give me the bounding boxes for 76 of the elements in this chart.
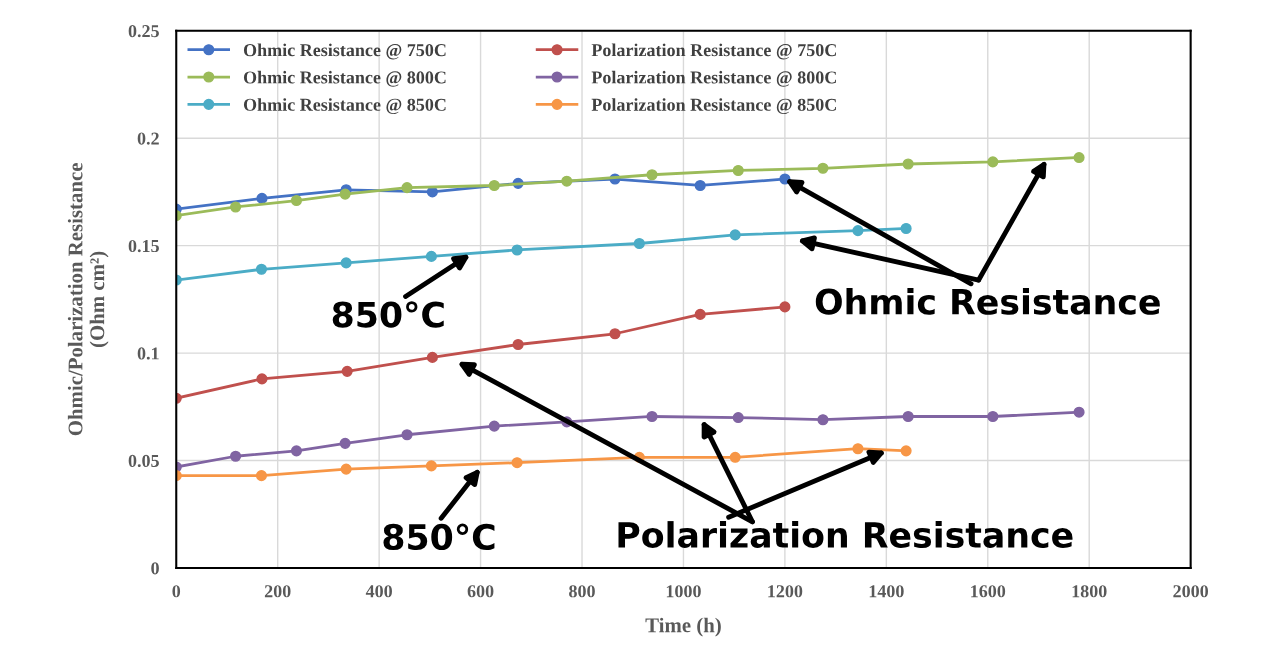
point — [512, 338, 524, 351]
annotation: 850°C — [332, 301, 444, 328]
point — [488, 179, 500, 192]
point — [561, 175, 573, 187]
point — [609, 328, 621, 340]
point — [511, 457, 523, 469]
point — [426, 351, 438, 363]
point — [340, 257, 352, 269]
point — [1073, 406, 1085, 418]
point — [729, 229, 741, 241]
x-tick-label: 2000 — [1173, 585, 1209, 598]
point — [646, 410, 658, 423]
x-tick-label: 800 — [569, 585, 595, 598]
point — [339, 437, 351, 449]
point — [646, 169, 658, 181]
point — [488, 420, 500, 432]
legend-label: Polarization Resistance @ 850C — [591, 98, 836, 115]
y-tick-label: 0.2 — [137, 132, 159, 145]
x-axis-title: Time (h) — [645, 617, 721, 637]
point — [230, 450, 242, 462]
y-tick-label: 0 — [151, 562, 159, 575]
x-tick-label: 1400 — [869, 585, 904, 598]
legend-label: Polarization Resistance @ 800C — [591, 70, 836, 87]
point — [256, 192, 268, 204]
point — [339, 188, 351, 200]
point — [401, 182, 413, 194]
point — [852, 225, 864, 237]
x-tick-label: 600 — [467, 585, 494, 598]
x-tick-label: 400 — [365, 585, 392, 598]
point — [779, 301, 791, 313]
y-tick-label: 0.1 — [137, 347, 159, 360]
legend-label: Polarization Resistance @ 750C — [591, 43, 836, 60]
point — [341, 365, 353, 377]
point — [987, 410, 999, 423]
point — [401, 429, 413, 441]
x-tick-label: 1200 — [768, 585, 803, 598]
x-tick-label: 1800 — [1072, 585, 1107, 598]
x-tick-label: 0 — [172, 585, 181, 598]
x-tick-label: 200 — [264, 585, 291, 598]
legend-label: Ohmic Resistance @ 850C — [243, 98, 446, 115]
point — [732, 412, 744, 424]
point — [230, 201, 242, 213]
point — [817, 162, 829, 174]
legend-label: Ohmic Resistance @ 750C — [243, 43, 446, 60]
point — [425, 460, 437, 472]
point — [852, 443, 864, 455]
annotation: Ohmic Resistance — [815, 287, 1160, 315]
point — [256, 373, 268, 385]
point — [290, 445, 303, 457]
y-axis-title: Ohmic/Polarization Resistance (Ohm cm²) — [67, 163, 109, 436]
point — [900, 222, 912, 235]
y-tick-label: 0.05 — [128, 454, 159, 468]
point — [694, 308, 706, 320]
point — [255, 470, 268, 482]
y-tick-label: 0.25 — [128, 25, 159, 38]
point — [694, 179, 706, 192]
point — [290, 194, 303, 207]
x-tick-label: 1600 — [971, 585, 1006, 598]
point — [732, 164, 744, 177]
annotation: 850°C — [383, 523, 495, 551]
point — [511, 244, 523, 256]
y-tick-label: 0.15 — [128, 239, 159, 253]
point — [902, 158, 914, 170]
point — [340, 463, 352, 475]
point — [817, 414, 829, 426]
point — [255, 263, 268, 275]
annotation: Polarization Resistance — [618, 521, 1073, 548]
x-tick-label: 1000 — [666, 585, 701, 598]
point — [425, 250, 437, 262]
point — [900, 445, 912, 457]
point — [987, 156, 999, 168]
point — [1073, 151, 1085, 164]
legend-label: Ohmic Resistance @ 800C — [243, 70, 446, 87]
point — [633, 237, 645, 250]
point — [729, 451, 741, 463]
point — [902, 410, 914, 423]
